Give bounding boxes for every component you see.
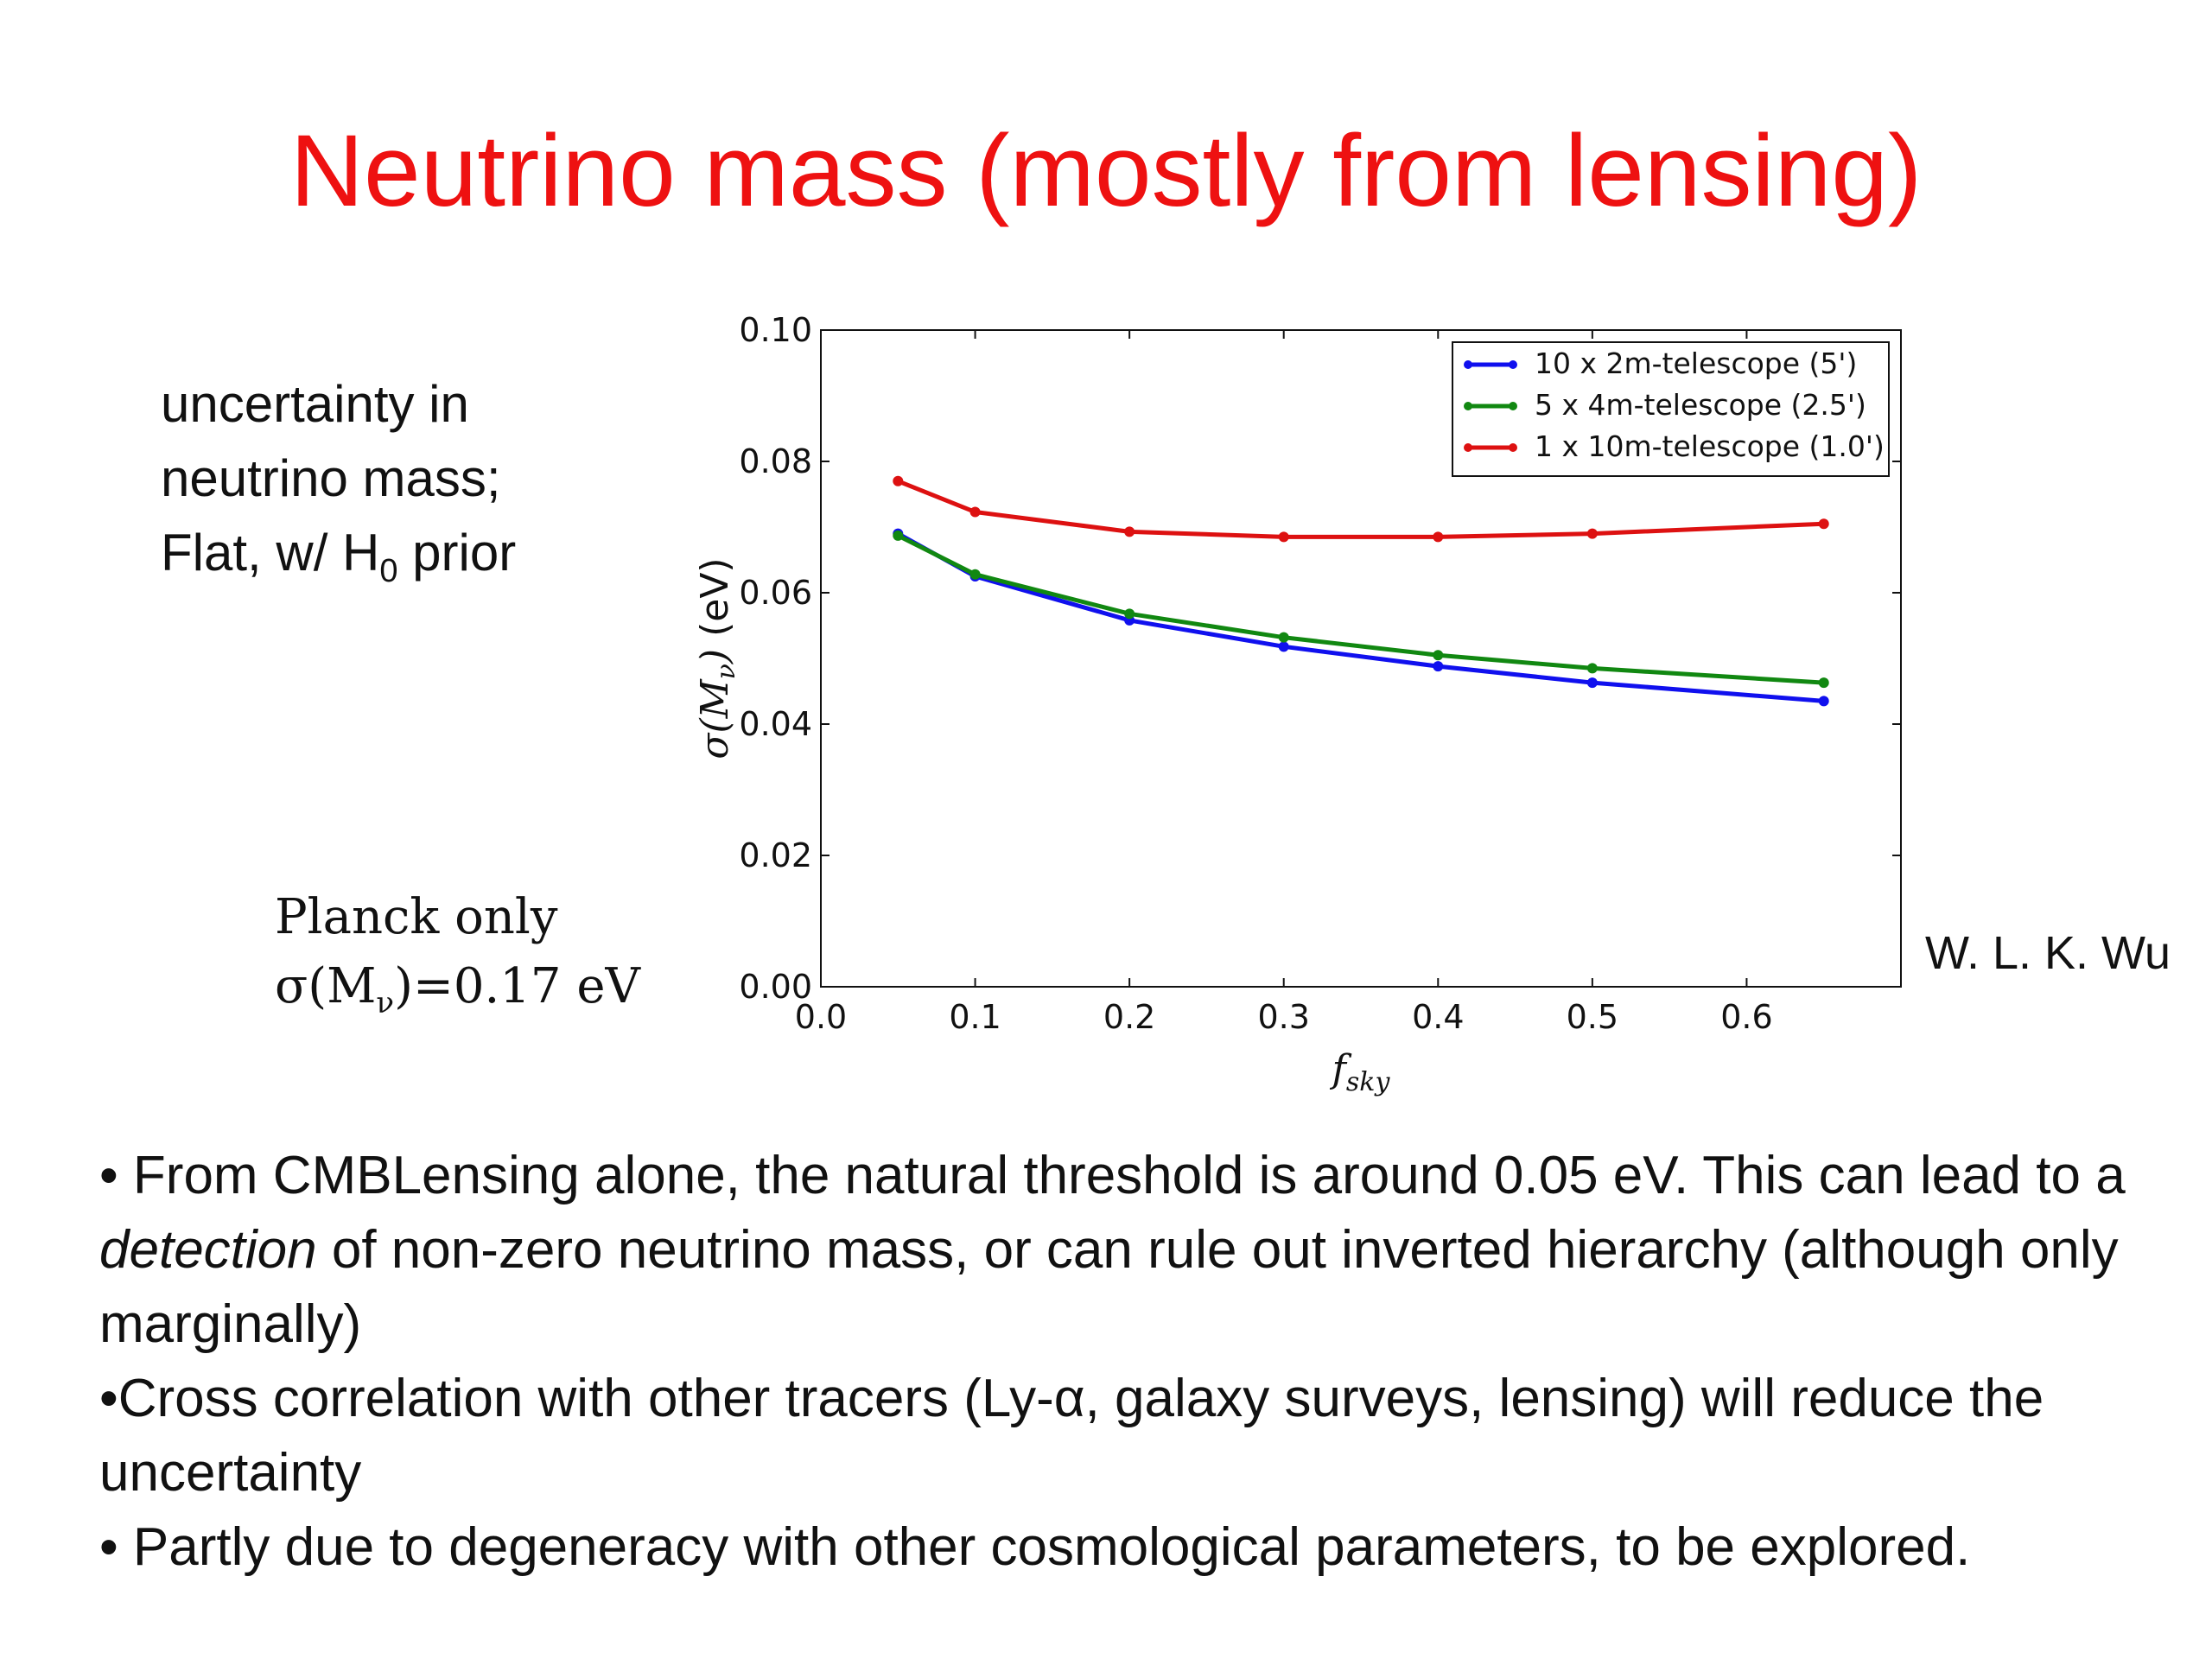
side-line-1: uncertainty in	[161, 375, 469, 433]
y-axis-label: σ(Mν) (eV)	[693, 557, 741, 759]
y-tick-label: 0.10	[739, 311, 812, 349]
legend-marker	[1509, 443, 1517, 452]
x-axis-label: fsky	[1330, 1047, 1391, 1097]
data-point	[969, 569, 981, 580]
data-point	[1818, 518, 1829, 530]
x-tick-label: 0.4	[1412, 998, 1464, 1036]
data-point	[1433, 650, 1444, 661]
series-line	[897, 533, 1824, 685]
y-tick-label: 0.02	[739, 836, 812, 874]
data-point	[1586, 528, 1598, 539]
planck-line-1: Planck only	[275, 889, 558, 945]
data-point	[969, 506, 981, 518]
data-point	[1586, 677, 1598, 689]
legend-label: 5 x 4m-telescope (2.5')	[1535, 388, 1866, 422]
slide-title: Neutrino mass (mostly from lensing)	[289, 114, 1923, 228]
side-line-3-sub: 0	[379, 553, 398, 589]
data-point	[1433, 661, 1444, 672]
legend-box	[1452, 341, 1890, 477]
x-tick-label: 0.1	[949, 998, 1001, 1036]
data-point	[1278, 531, 1289, 543]
x-tick-label: 0.6	[1720, 998, 1772, 1036]
y-tick-label: 0.06	[739, 574, 812, 612]
neutrino-mass-chart: 0.0 0.1 0.2 0.3 0.4 0.5 0.6 0.00 0.02 0.04 0.06 0.0…	[693, 311, 1902, 1097]
data-point	[1818, 677, 1829, 689]
data-point	[893, 475, 904, 486]
bullet-1-pre: • From CMBLensing alone, the natural thr…	[99, 1146, 2126, 1205]
legend-label: 10 x 2m-telescope (5')	[1535, 346, 1857, 380]
legend-label: 1 x 10m-telescope (1.0')	[1535, 429, 1885, 463]
side-line-3: Flat, w/ H0 prior	[161, 516, 516, 608]
data-point	[893, 530, 904, 541]
legend-marker	[1464, 360, 1472, 369]
x-tick-label: 0.2	[1103, 998, 1155, 1036]
data-point	[1124, 608, 1135, 620]
data-point	[1818, 696, 1829, 707]
bullet-2: •Cross correlation with other tracers (L…	[99, 1369, 2044, 1503]
y-tick-label: 0.08	[739, 442, 812, 480]
planck-line-2: σ(Mν)=0.17 eV	[275, 952, 640, 1038]
legend-marker	[1464, 443, 1472, 452]
y-tick-label: 0.00	[739, 968, 812, 1006]
bullet-3: • Partly due to degeneracy with other co…	[99, 1517, 1971, 1577]
planck-line-2-post: )=0.17 eV	[394, 958, 640, 1014]
x-tick-label: 0.0	[795, 998, 847, 1036]
bullet-list: • From CMBLensing alone, the natural thr…	[99, 1139, 2173, 1585]
plot-frame	[820, 329, 1902, 988]
planck-note: Planck only σ(Mν)=0.17 eV	[275, 883, 640, 1038]
bullet-1-emphasis: detection	[99, 1220, 317, 1280]
legend-marker	[1509, 360, 1517, 369]
data-point	[1124, 526, 1135, 537]
series-line	[897, 479, 1824, 539]
planck-line-2-sub: ν	[376, 986, 395, 1021]
y-tick-label: 0.04	[739, 705, 812, 743]
data-point	[1433, 531, 1444, 543]
data-point	[1586, 663, 1598, 674]
bullet-1: • From CMBLensing alone, the natural thr…	[99, 1139, 2173, 1362]
side-line-3-post: prior	[397, 524, 517, 582]
data-point	[1278, 641, 1289, 652]
legend-marker	[1509, 402, 1517, 410]
bullet-1-post: of non-zero neutrino mass, or can rule o…	[99, 1220, 2119, 1354]
side-line-2: neutrino mass;	[161, 449, 501, 507]
side-line-3-pre: Flat, w/ H	[161, 524, 380, 582]
x-tick-label: 0.3	[1257, 998, 1309, 1036]
x-tick-label: 0.5	[1567, 998, 1618, 1036]
author-credit: W. L. K. Wu	[1925, 927, 2171, 979]
planck-line-2-pre: σ(M	[275, 958, 377, 1014]
side-description: uncertainty in neutrino mass; Flat, w/ H…	[161, 367, 516, 608]
legend-marker	[1464, 402, 1472, 410]
data-point	[1278, 632, 1289, 643]
